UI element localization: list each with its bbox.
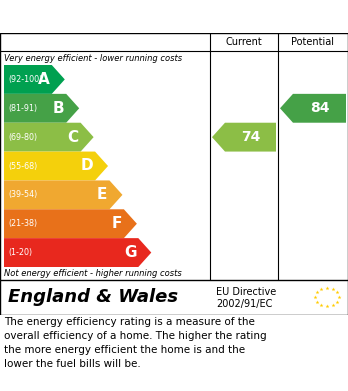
Polygon shape bbox=[280, 94, 346, 123]
Polygon shape bbox=[4, 65, 65, 94]
Text: C: C bbox=[68, 130, 79, 145]
Text: F: F bbox=[111, 216, 122, 231]
Text: EU Directive: EU Directive bbox=[216, 287, 276, 297]
Text: Energy Efficiency Rating: Energy Efficiency Rating bbox=[8, 9, 218, 24]
Text: (81-91): (81-91) bbox=[8, 104, 37, 113]
Text: A: A bbox=[38, 72, 50, 87]
Text: D: D bbox=[80, 158, 93, 174]
Text: G: G bbox=[124, 245, 136, 260]
Polygon shape bbox=[4, 94, 79, 123]
Text: (55-68): (55-68) bbox=[8, 161, 37, 170]
Text: 84: 84 bbox=[310, 101, 329, 115]
Polygon shape bbox=[4, 123, 94, 152]
Text: 74: 74 bbox=[241, 130, 260, 144]
Polygon shape bbox=[212, 123, 276, 152]
Text: Very energy efficient - lower running costs: Very energy efficient - lower running co… bbox=[4, 54, 182, 63]
Text: England & Wales: England & Wales bbox=[8, 289, 178, 307]
Polygon shape bbox=[4, 152, 108, 180]
Text: The energy efficiency rating is a measure of the
overall efficiency of a home. T: The energy efficiency rating is a measur… bbox=[4, 317, 267, 369]
Text: 2002/91/EC: 2002/91/EC bbox=[216, 299, 272, 309]
Text: Current: Current bbox=[226, 37, 262, 47]
Text: (21-38): (21-38) bbox=[8, 219, 37, 228]
Text: (1-20): (1-20) bbox=[8, 248, 32, 257]
Polygon shape bbox=[4, 180, 122, 209]
Polygon shape bbox=[4, 238, 151, 267]
Text: (92-100): (92-100) bbox=[8, 75, 42, 84]
Polygon shape bbox=[4, 209, 137, 238]
Text: Not energy efficient - higher running costs: Not energy efficient - higher running co… bbox=[4, 269, 182, 278]
Text: Potential: Potential bbox=[292, 37, 334, 47]
Text: B: B bbox=[53, 101, 64, 116]
Text: E: E bbox=[97, 187, 108, 203]
Text: (39-54): (39-54) bbox=[8, 190, 37, 199]
Text: (69-80): (69-80) bbox=[8, 133, 37, 142]
